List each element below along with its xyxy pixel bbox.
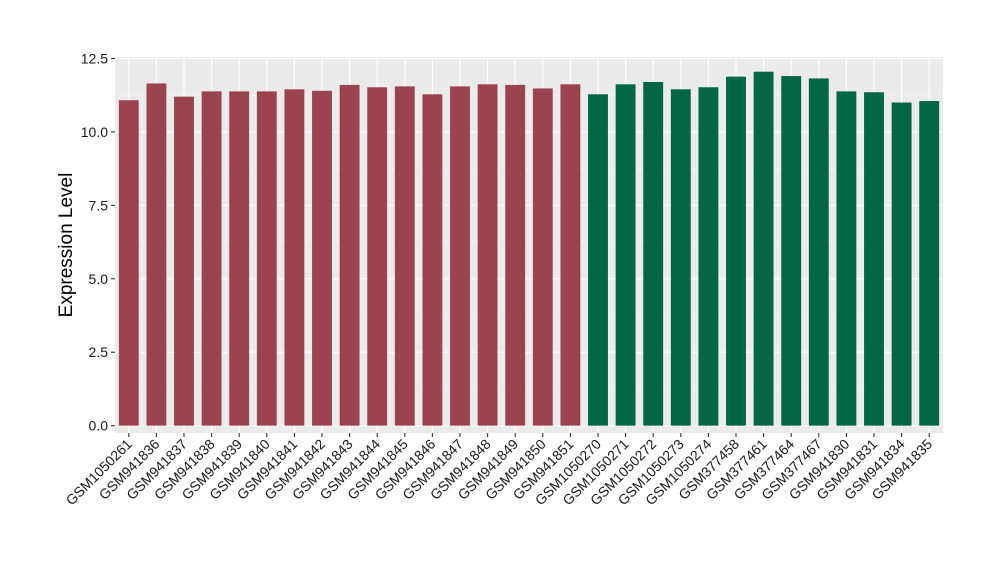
bar-GSM1050270 <box>588 94 608 426</box>
bar-GSM941834 <box>891 102 912 426</box>
bar-GSM1050261 <box>118 100 139 426</box>
bar-GSM941841 <box>284 89 305 426</box>
y-tick-label: 0.0 <box>89 418 109 434</box>
bar-GSM941847 <box>450 86 470 426</box>
bar-GSM377458 <box>726 76 746 426</box>
bar-GSM941836 <box>146 83 167 426</box>
bar-GSM941844 <box>367 87 388 426</box>
bar-GSM941849 <box>505 84 526 426</box>
x-axis: GSM1050261GSM941836GSM941837GSM941838GSM… <box>63 433 935 508</box>
bar-GSM941846 <box>422 94 443 426</box>
bar-GSM941837 <box>174 96 194 426</box>
y-tick-label: 10.0 <box>81 124 108 140</box>
plot-panel <box>115 57 943 433</box>
y-axis: 0.0 2.5 5.0 7.5 10.0 12.5 <box>81 50 115 434</box>
bar-GSM1050272 <box>643 81 664 426</box>
y-tick-label: 7.5 <box>89 197 109 213</box>
y-tick-label: 2.5 <box>89 344 109 360</box>
bar-GSM377467 <box>808 78 829 426</box>
bar-series <box>118 71 940 426</box>
y-tick-label: 5.0 <box>89 271 109 287</box>
bar-GSM941842 <box>312 90 332 426</box>
bar-GSM941848 <box>477 84 498 426</box>
bar-GSM941835 <box>919 101 940 426</box>
bar-GSM377461 <box>753 71 774 426</box>
bar-GSM941851 <box>560 84 581 426</box>
bar-GSM1050273 <box>670 89 691 426</box>
y-axis-title: Expression Level <box>56 173 77 318</box>
bar-GSM1050274 <box>698 87 719 426</box>
bar-GSM377464 <box>781 76 802 426</box>
y-tick-label: 12.5 <box>81 50 108 66</box>
bar-GSM941830 <box>836 91 857 426</box>
bar-GSM941843 <box>339 84 360 426</box>
bar-GSM941838 <box>201 91 222 426</box>
bar-GSM941831 <box>864 92 884 426</box>
bar-GSM941850 <box>532 88 553 426</box>
bar-GSM941845 <box>394 86 415 426</box>
bar-GSM941840 <box>256 91 277 426</box>
bar-GSM941839 <box>229 91 250 426</box>
bar-GSM1050271 <box>615 84 636 426</box>
